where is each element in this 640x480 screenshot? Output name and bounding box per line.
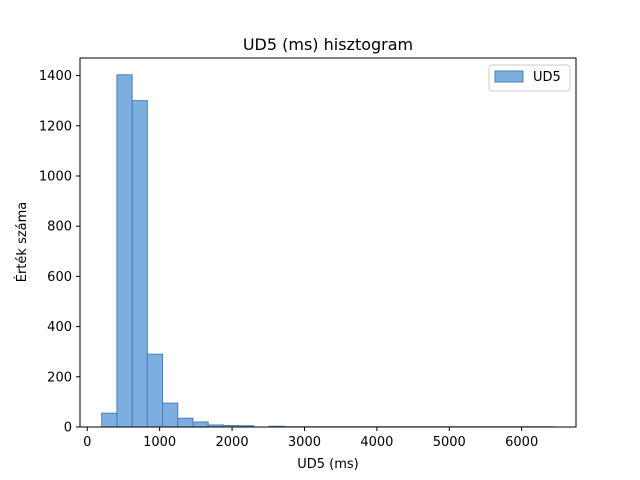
y-tick-label: 400 <box>47 320 72 335</box>
histogram-bar <box>177 417 194 428</box>
x-axis-label: UD5 (ms) <box>297 457 359 472</box>
y-axis-label: Érték száma <box>14 202 30 283</box>
x-tick-label: 2000 <box>216 435 249 450</box>
legend-label: UD5 <box>533 70 561 85</box>
x-axis-ticks: 0 1000 2000 3000 4000 5000 6000 <box>83 427 538 450</box>
legend-swatch <box>494 70 524 83</box>
y-tick-label: 1200 <box>39 119 72 134</box>
y-tick-label: 200 <box>47 370 72 385</box>
x-tick-label: 5000 <box>433 435 466 450</box>
y-axis-ticks: 0 200 400 600 800 1000 1200 1400 <box>39 69 80 436</box>
x-tick-label: 1000 <box>143 435 176 450</box>
y-tick-label: 1000 <box>39 169 72 184</box>
x-tick-label: 3000 <box>288 435 321 450</box>
histogram-bar <box>131 100 148 428</box>
y-tick-label: 600 <box>47 270 72 285</box>
chart-title: UD5 (ms) hisztogram <box>243 35 413 54</box>
x-tick-label: 4000 <box>360 435 393 450</box>
histogram-bar <box>101 412 118 428</box>
y-tick-label: 1400 <box>39 69 72 84</box>
histogram-bar <box>146 353 164 428</box>
histogram-bar <box>192 421 209 428</box>
y-tick-label: 0 <box>64 421 72 436</box>
histogram-bar <box>116 74 133 428</box>
histogram-bar <box>162 402 179 428</box>
y-tick-label: 800 <box>47 220 72 235</box>
legend: UD5 <box>488 64 571 92</box>
x-tick-label: 6000 <box>505 435 538 450</box>
plot-frame <box>79 57 577 428</box>
x-tick-label: 0 <box>83 435 91 450</box>
